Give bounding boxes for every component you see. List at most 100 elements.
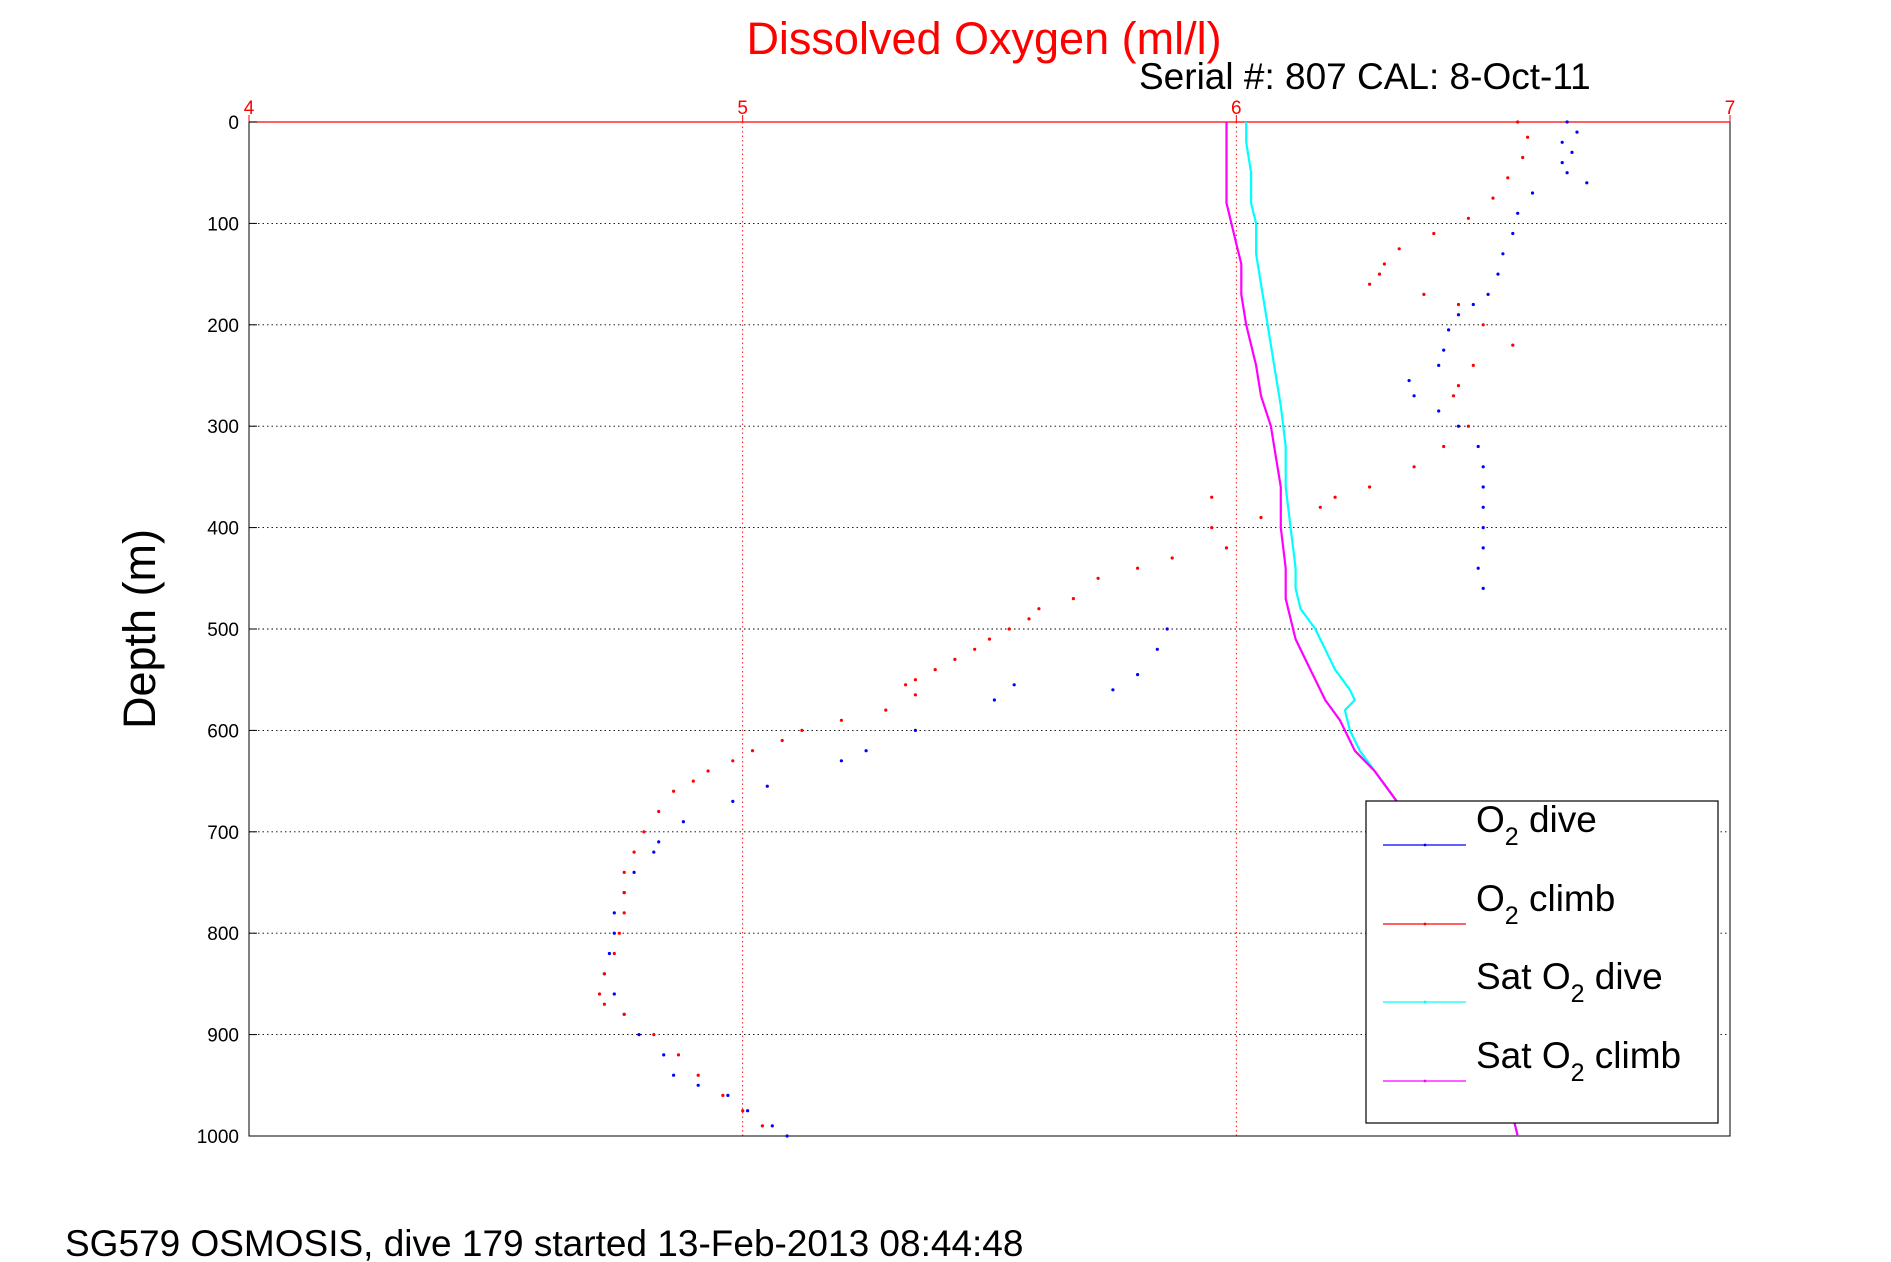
y-tick-label: 800 [207, 924, 239, 945]
legend-label-tail: dive [1519, 799, 1597, 840]
legend-label-tail: climb [1519, 878, 1616, 919]
data-point [617, 931, 621, 935]
y-tick-label: 700 [207, 823, 239, 844]
data-point [1481, 505, 1485, 509]
data-point [1397, 247, 1401, 251]
data-point [1471, 363, 1475, 367]
x-tick-label: 4 [244, 98, 255, 119]
data-point [1570, 150, 1574, 154]
data-point [612, 911, 616, 915]
data-point [1111, 688, 1115, 692]
legend-label: Sat O2 dive [1476, 956, 1663, 1008]
data-point [657, 840, 661, 844]
data-point [741, 1109, 745, 1113]
legend-marker [1423, 843, 1427, 847]
data-point [1407, 379, 1411, 383]
legend-entry: Sat O2 dive [1383, 956, 1663, 1008]
data-point [1136, 673, 1140, 677]
legend-label-main: Sat O [1476, 956, 1571, 997]
data-point [1136, 566, 1140, 570]
data-point [657, 809, 661, 814]
data-point [1476, 566, 1480, 570]
data-point [1259, 515, 1263, 520]
legend-label-tail: climb [1585, 1035, 1682, 1076]
legend-entry: Sat O2 climb [1383, 1035, 1681, 1087]
y-tick-label: 300 [207, 417, 239, 438]
series-1 [597, 120, 1530, 1128]
legend-label-main: Sat O [1476, 1035, 1571, 1076]
data-point [1210, 495, 1214, 499]
data-point [780, 738, 784, 743]
data-point [1368, 282, 1372, 286]
y-tick-label: 100 [207, 214, 239, 235]
data-point [1481, 586, 1485, 591]
data-point [1476, 444, 1480, 449]
x-axis-ticks: 4 5 6 7 [244, 98, 1735, 122]
legend-entry: O2 dive [1383, 799, 1597, 851]
data-point [1071, 597, 1075, 601]
data-point [602, 1002, 607, 1006]
data-point [953, 657, 957, 662]
data-point [760, 1124, 765, 1128]
x-tick-label: 6 [1231, 98, 1242, 119]
data-point [1481, 485, 1485, 489]
data-point [1466, 216, 1470, 220]
data-point [642, 830, 646, 834]
data-point [904, 683, 908, 687]
legend-marker [1423, 922, 1427, 926]
data-point [681, 820, 686, 824]
data-point [1027, 617, 1031, 621]
data-point [1224, 546, 1229, 550]
data-point [1471, 302, 1475, 307]
data-point [1575, 130, 1579, 134]
legend-label-subscript: 2 [1571, 1059, 1585, 1087]
data-point [1382, 262, 1386, 266]
legend-box [1365, 800, 1719, 1124]
data-point [1481, 323, 1485, 327]
data-point [696, 1073, 700, 1077]
data-point [1412, 394, 1416, 398]
data-point [662, 1053, 666, 1057]
data-point [913, 678, 918, 682]
data-point [706, 769, 710, 773]
data-point [1481, 465, 1485, 469]
x-tick-label: 5 [737, 98, 748, 119]
data-point [770, 1124, 774, 1128]
data-point [612, 992, 616, 996]
data-point [785, 1134, 789, 1138]
data-point [607, 951, 612, 956]
data-point [1377, 272, 1382, 276]
data-point [721, 1093, 725, 1097]
y-axis-ticks: 0 100 200 300 400 500 600 700 800 900 1000 [197, 113, 257, 1148]
data-point [622, 911, 626, 915]
data-point [632, 850, 636, 854]
legend-marker [1423, 1079, 1427, 1083]
data-point [672, 1073, 676, 1077]
data-point [1012, 683, 1016, 687]
data-point [731, 799, 735, 804]
data-point [1447, 328, 1451, 332]
data-point [1456, 302, 1461, 307]
data-point [933, 668, 937, 672]
data-point [1466, 424, 1470, 428]
data-point [1521, 155, 1525, 160]
y-tick-label: 1000 [197, 1127, 239, 1148]
y-tick-label: 0 [228, 113, 239, 134]
data-point [987, 637, 992, 641]
data-point [1516, 211, 1520, 215]
data-point [622, 870, 626, 875]
data-point [691, 779, 695, 783]
data-point [637, 1033, 641, 1037]
y-tick-label: 400 [207, 519, 239, 540]
data-point [750, 749, 755, 753]
data-point [973, 647, 977, 651]
data-point [800, 728, 804, 733]
data-point [839, 759, 844, 763]
legend-label-subscript: 2 [1571, 980, 1585, 1008]
data-point [1318, 505, 1322, 509]
chart-footer: SG579 OSMOSIS, dive 179 started 13-Feb-2… [65, 1223, 1023, 1262]
data-point [652, 850, 656, 854]
data-point [913, 728, 918, 733]
data-point [1585, 181, 1589, 185]
